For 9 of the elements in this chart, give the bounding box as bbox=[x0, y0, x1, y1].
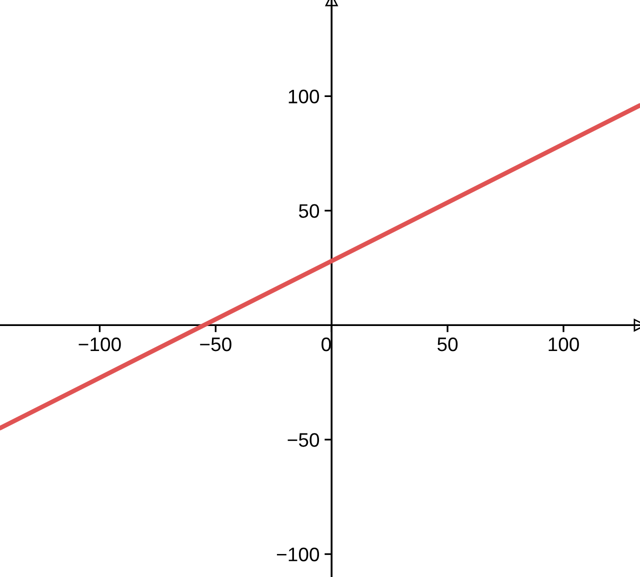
x-tick-label: 50 bbox=[438, 337, 458, 352]
y-tick-label: −50 bbox=[288, 433, 320, 447]
y-tick-label: 100 bbox=[288, 90, 320, 104]
x-tick-label: 100 bbox=[548, 337, 579, 352]
y-tick-label: 50 bbox=[298, 204, 320, 218]
y-tick-label: −100 bbox=[276, 548, 320, 562]
line-series bbox=[0, 103, 640, 430]
x-tick-label: −100 bbox=[78, 337, 121, 352]
x-tick-label: −50 bbox=[200, 337, 232, 352]
